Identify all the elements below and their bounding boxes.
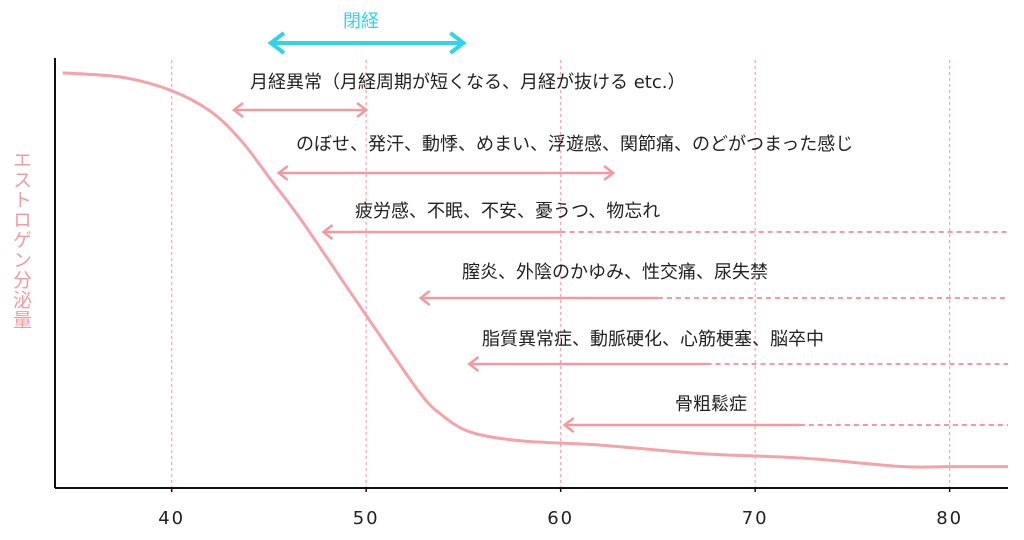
arrow-head [418, 290, 431, 306]
arrow-head [467, 356, 480, 372]
range-arrow [562, 417, 1008, 433]
range-arrow [467, 356, 1008, 372]
range-arrow [321, 224, 1008, 240]
x-tick-label: 60 [547, 508, 574, 529]
arrow-head [449, 31, 467, 55]
y-axis-label: エストロゲン分泌量 [10, 150, 32, 330]
range-label: 脂質異常症、動脈硬化、心筋梗塞、脳卒中 [482, 329, 824, 350]
arrow-head [603, 165, 616, 181]
estrogen-curve [62, 71, 1008, 469]
arrow-head [231, 102, 244, 118]
x-tick-label: 70 [742, 508, 769, 529]
range-arrow [267, 31, 467, 55]
x-tick-label: 40 [158, 508, 185, 529]
range-label: 骨粗鬆症 [675, 393, 747, 415]
arrow-head [356, 102, 369, 118]
arrow-head [562, 417, 575, 433]
range-label: 膣炎、外陰のかゆみ、性交痛、尿失禁 [462, 262, 768, 283]
x-tick-label: 80 [936, 508, 963, 529]
arrow-head [276, 165, 289, 181]
x-tick-label: 50 [353, 508, 380, 529]
range-arrow [276, 165, 616, 181]
arrow-head [321, 224, 334, 240]
range-arrow [418, 290, 1008, 306]
range-label: 月経異常（月経周期が短くなる、月経が抜ける etc.） [250, 72, 685, 93]
range-arrow [231, 102, 369, 118]
range-label: 閉経 [343, 11, 379, 32]
arrow-head [267, 31, 286, 55]
range-label: のぼせ、発汗、動悸、めまい、浮遊感、関節痛、のどがつまった感じ [296, 134, 853, 155]
range-label: 疲労感、不眠、不安、憂うつ、物忘れ [355, 201, 660, 222]
